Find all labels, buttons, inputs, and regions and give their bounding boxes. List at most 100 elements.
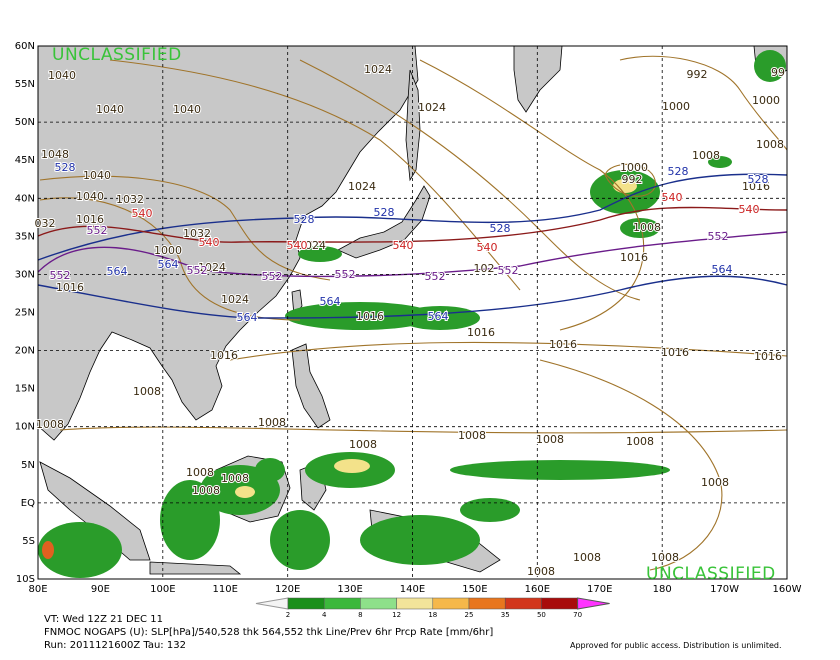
contour-label: 1024: [198, 261, 226, 274]
longitude-label: 180: [653, 584, 672, 595]
contour-label: 1040: [83, 169, 111, 182]
contour-label: 1016: [661, 346, 689, 359]
longitude-label: 110E: [213, 584, 238, 595]
latitude-label: 10S: [16, 574, 35, 585]
thickness-552: [37, 231, 788, 278]
colorbar-bin: [323, 597, 361, 610]
contour-label: 540: [477, 241, 498, 254]
contour-label: 564: [428, 310, 449, 323]
contour-label: 528: [668, 165, 689, 178]
contour-label: 564: [320, 295, 341, 308]
contour-label: 1024: [364, 63, 392, 76]
longitude-label: 170W: [710, 584, 739, 595]
colorbar-bin: [504, 597, 542, 610]
contour-label: 564: [237, 311, 258, 324]
longitude-label: 90E: [91, 584, 110, 595]
colorbar: 2 4 8 12 18 25 35 50 70: [255, 597, 610, 619]
contour-label: 1008: [192, 484, 220, 497]
contour-label: 032: [35, 217, 56, 230]
contour-label: 1024: [348, 180, 376, 193]
latitude-label: 5S: [22, 536, 35, 547]
colorbar-arrow: [255, 597, 289, 610]
contour-label: 1048: [41, 148, 69, 161]
contour-label: 552: [87, 224, 108, 237]
contour-label: 564: [107, 265, 128, 278]
colorbar-label: 25: [465, 611, 474, 619]
contour-label: 1024: [298, 239, 326, 252]
run-info: Run: 2011121600Z Tau: 132: [44, 640, 186, 651]
heavy-precipitation: [42, 541, 54, 559]
latitude-label: 5N: [21, 460, 35, 471]
contour-label: 552: [425, 270, 446, 283]
contour-label: 552: [708, 230, 729, 243]
colorbar-bin: [468, 597, 506, 610]
colorbar-label: 8: [358, 611, 362, 619]
contour-label: 1008: [701, 476, 729, 489]
contour-label: 1016: [56, 281, 84, 294]
longitude-label: 170E: [587, 584, 612, 595]
graticule: [38, 46, 787, 579]
latitude-label: 15N: [15, 384, 35, 395]
contour-label: 552: [50, 269, 71, 282]
contour-label: 1024: [418, 101, 446, 114]
contour-label: 540: [393, 239, 414, 252]
colorbar-label: 70: [573, 611, 582, 619]
map-frame: [37, 45, 788, 580]
valid-time: VT: Wed 12Z 21 DEC 11: [44, 614, 163, 625]
contour-label: 992: [622, 173, 643, 186]
contour-label: 1016: [620, 251, 648, 264]
longitude-label: 80E: [28, 584, 47, 595]
colorbar-bin: [541, 597, 578, 610]
thickness-564: [37, 275, 788, 319]
contour-label: 1016: [76, 213, 104, 226]
contour-label: 540: [739, 203, 760, 216]
contour-label: 1040: [173, 103, 201, 116]
contour-label: 564: [158, 258, 179, 271]
contour-label: 1008: [186, 466, 214, 479]
distribution-notice: Approved for public access. Distribution…: [570, 641, 782, 650]
contour-label: 1000: [662, 100, 690, 113]
contour-label: 552: [335, 268, 356, 281]
latitude-label: 40N: [15, 193, 35, 204]
contour-label: 1024: [221, 293, 249, 306]
colorbar-arrow: [577, 597, 610, 610]
latitude-label: 30N: [15, 269, 35, 280]
longitude-label: 150E: [462, 584, 487, 595]
product-description: FNMOC NOGAPS (U): SLP[hPa]/540,528 thk 5…: [44, 627, 493, 638]
contour-label: 1008: [258, 416, 286, 429]
contour-label: 1008: [756, 138, 784, 151]
contour-label: 1016: [742, 180, 770, 193]
contour-label: 1040: [48, 69, 76, 82]
latitude-label: EQ: [21, 498, 35, 509]
contour-label: 1008: [536, 433, 564, 446]
contour-label: 1040: [96, 103, 124, 116]
contour-label: 1008: [692, 149, 720, 162]
contour-label: 1008: [633, 221, 661, 234]
contour-label: 564: [712, 263, 733, 276]
contour-label: 1008: [349, 438, 377, 451]
colorbar-bin: [287, 597, 325, 610]
longitude-label: 160E: [525, 584, 550, 595]
contour-label: 1008: [458, 429, 486, 442]
colorbar-label: 50: [537, 611, 546, 619]
contour-label: 1016: [356, 310, 384, 323]
longitude-label: 140E: [400, 584, 425, 595]
contour-label: 528: [294, 213, 315, 226]
contour-label: 1008: [651, 551, 679, 564]
contour-label: 540: [287, 239, 308, 252]
colorbar-label: 18: [428, 611, 437, 619]
latitude-label: 60N: [15, 41, 35, 52]
contour-label: 528: [55, 161, 76, 174]
colorbar-label: 2: [286, 611, 290, 619]
colorbar-label: 35: [501, 611, 510, 619]
contour-label: 102: [474, 262, 495, 275]
contour-label: 1000: [620, 161, 648, 174]
classification-marking: UNCLASSIFIED: [52, 45, 182, 65]
contour-label: 1032: [116, 193, 144, 206]
longitude-label: 130E: [337, 584, 362, 595]
contour-label: 1016: [549, 338, 577, 351]
contour-label: 1000: [154, 244, 182, 257]
colorbar-label: 12: [392, 611, 401, 619]
